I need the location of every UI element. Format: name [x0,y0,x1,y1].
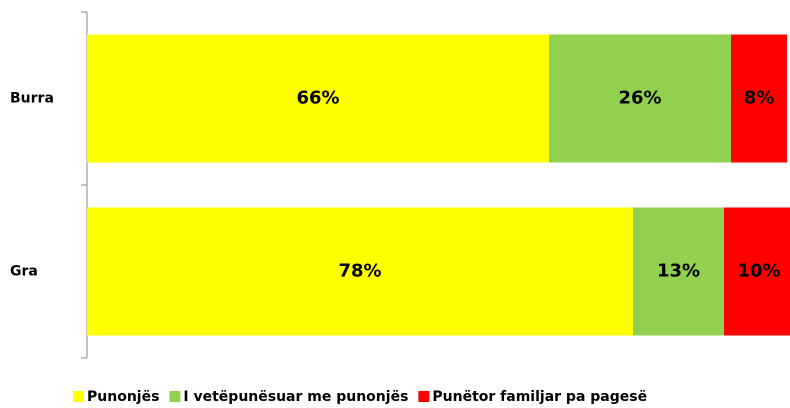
legend-label: Punëtor familjar pa pagesë [432,389,647,405]
data-label: 78% [338,261,381,282]
legend-label: I vetëpunësuar me punonjës [183,389,408,405]
y-tick-label: Gra [10,264,38,280]
legend-swatch [169,391,181,402]
data-label: 10% [737,261,780,282]
legend-swatch [418,391,430,402]
bar-segment [731,34,787,163]
bar-segment [549,34,731,163]
legend: Punonjës I vetëpunësuar me punonjës Punëto… [73,389,647,405]
data-label: 26% [618,88,661,109]
data-label: 13% [657,261,700,282]
bar-segment [633,207,724,336]
y-tick-label: Burra [10,91,54,107]
data-label: 66% [296,88,339,109]
data-label: 8% [744,88,775,109]
bar-segment [87,207,633,336]
legend-label: Punonjës [87,389,159,405]
legend-swatch [73,391,84,402]
bar-segment [724,207,790,336]
category-axis [81,11,88,359]
bar-segment [87,34,549,163]
